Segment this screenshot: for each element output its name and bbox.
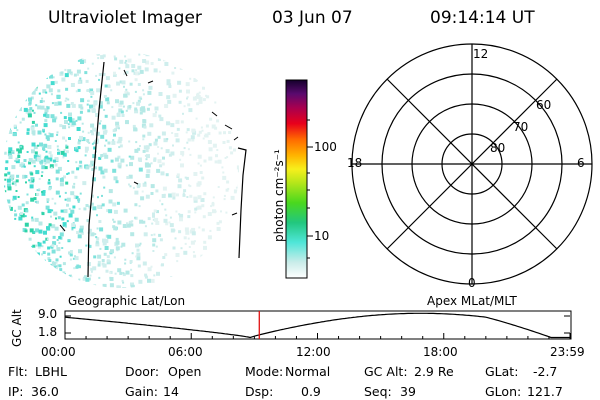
polar-grid <box>351 43 593 285</box>
coastline-line <box>237 147 247 259</box>
x-tick-1800: 18:00 <box>423 345 458 359</box>
instrument-title: Ultraviolet Imager <box>48 8 202 28</box>
coastline-fragments <box>59 69 239 232</box>
color-bar <box>285 79 313 279</box>
door-value: Open <box>168 364 202 379</box>
x-tick-0600: 06:00 <box>168 345 203 359</box>
gc-alt-value: 2.9 Re <box>414 364 454 379</box>
glat-label: GLat: <box>485 364 519 379</box>
lat-label-60: 60 <box>536 98 552 112</box>
x-tick-1200: 12:00 <box>296 345 331 359</box>
mlt-label-18: 18 <box>347 156 363 170</box>
coastline-line <box>87 61 105 278</box>
gc-alt-axis-label: GC Alt <box>10 309 24 347</box>
mlt-label-12: 12 <box>473 47 489 61</box>
glat-value: -2.7 <box>533 364 558 379</box>
colorbar-tick-100: 100 <box>314 140 337 154</box>
glon-value: 121.7 <box>527 384 563 399</box>
colorbar-unit-label: photon cm⁻²s⁻¹ <box>272 149 286 242</box>
mlt-label-0: 0 <box>468 276 476 290</box>
timeline-plot <box>64 310 572 340</box>
seq-label: Seq: <box>364 384 392 399</box>
gain-label: Gain: <box>125 384 158 399</box>
seq-value: 39 <box>400 384 416 399</box>
gc-alt-label: GC Alt: <box>364 364 408 379</box>
x-tick-2359: 23:59 <box>550 345 585 359</box>
altitude-curve <box>64 312 570 339</box>
uv-image-disk <box>3 52 247 288</box>
date-label: 03 Jun 07 <box>272 8 353 28</box>
dsp-label: Dsp: <box>245 384 274 399</box>
time-label: 09:14:14 UT <box>430 8 535 28</box>
x-tick-0000: 00:00 <box>41 345 76 359</box>
dsp-value: 0.9 <box>301 384 321 399</box>
mode-label: Mode: <box>245 364 284 379</box>
geographic-title: Geographic Lat/Lon <box>68 294 186 308</box>
apex-title: Apex MLat/MLT <box>427 294 517 308</box>
gain-value: 14 <box>163 384 179 399</box>
ip-value: 36.0 <box>31 384 59 399</box>
colorbar-tick-10: 10 <box>314 229 330 243</box>
y-tick-low: 1.8 <box>38 325 58 339</box>
mlt-label-6: 6 <box>577 156 585 170</box>
y-tick-high: 9.0 <box>38 307 58 321</box>
flt-value: LBHL <box>35 364 67 379</box>
lat-label-70: 70 <box>513 120 529 134</box>
lat-label-80: 80 <box>490 141 506 155</box>
door-label: Door: <box>125 364 160 379</box>
mode-value: Normal <box>285 364 331 379</box>
glon-label: GLon: <box>485 384 522 399</box>
flt-label: Flt: <box>8 364 28 379</box>
ip-label: IP: <box>8 384 24 399</box>
